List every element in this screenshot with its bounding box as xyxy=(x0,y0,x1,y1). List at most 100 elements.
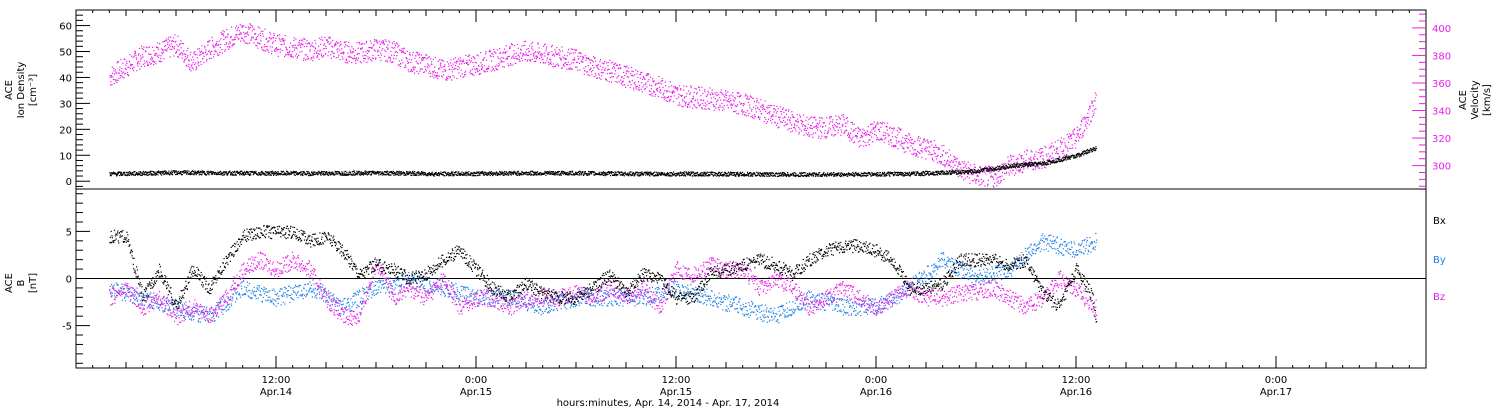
velocity-series-point xyxy=(407,60,409,62)
velocity-series-point xyxy=(992,185,994,187)
velocity-series-point xyxy=(702,102,704,105)
velocity-series-point xyxy=(601,69,603,71)
velocity-series-point xyxy=(440,62,442,64)
ion-density-series-point xyxy=(651,174,653,176)
velocity-series-point xyxy=(726,94,728,96)
ion-density-series-point xyxy=(331,173,333,176)
velocity-series-point xyxy=(437,77,439,80)
ion-density-series-point xyxy=(334,174,336,176)
ion-density-series-point xyxy=(354,174,356,176)
ion-density-series-point xyxy=(613,172,615,174)
velocity-series-point xyxy=(832,119,834,121)
ion-density-series-point xyxy=(442,171,444,174)
velocity-series-point xyxy=(765,110,767,113)
ion-density-series-point xyxy=(178,172,180,174)
velocity-series-point xyxy=(641,82,643,84)
ion-density-series-point xyxy=(688,174,690,176)
velocity-series-point xyxy=(556,63,558,65)
velocity-series-point xyxy=(974,166,976,169)
velocity-series-point xyxy=(186,64,188,66)
ion-density-series-point xyxy=(353,174,355,176)
velocity-series-point xyxy=(663,96,665,99)
velocity-series-point xyxy=(566,55,568,57)
ion-density-series-point xyxy=(627,172,629,174)
ion-density-series-point xyxy=(337,173,339,175)
velocity-series-point xyxy=(796,120,798,122)
velocity-series-point xyxy=(396,55,398,57)
velocity-series-point xyxy=(1038,164,1040,166)
velocity-series-point xyxy=(809,117,811,119)
ion-density-series-point xyxy=(341,174,343,176)
ion-density-series-point xyxy=(604,174,606,176)
ion-density-series-point xyxy=(248,173,250,175)
velocity-series-point xyxy=(738,113,740,115)
ion-density-series-point xyxy=(285,174,287,176)
velocity-series-point xyxy=(312,55,314,57)
velocity-series-point xyxy=(758,108,760,111)
velocity-series-point xyxy=(210,57,212,59)
ion-density-series-point xyxy=(562,172,564,174)
velocity-series-point xyxy=(163,51,165,53)
ion-density-series-point xyxy=(345,170,347,172)
ion-density-series-point xyxy=(455,173,457,176)
velocity-series-point xyxy=(945,152,947,154)
ion-density-series-point xyxy=(653,175,655,177)
velocity-series-point xyxy=(859,137,861,139)
velocity-series-point xyxy=(1040,152,1042,154)
ion-density-series-point xyxy=(716,175,718,177)
velocity-series-point xyxy=(716,101,718,103)
velocity-series-point xyxy=(396,42,398,44)
ion-density-series-point xyxy=(666,173,668,175)
velocity-series-point xyxy=(310,45,312,48)
velocity-series-point xyxy=(624,84,626,86)
velocity-series-point xyxy=(463,76,465,78)
ion-density-series-point xyxy=(620,171,622,173)
velocity-series-point xyxy=(262,33,264,35)
ion-density-series-point xyxy=(641,173,643,175)
velocity-series-point xyxy=(152,60,154,62)
velocity-series-point xyxy=(594,57,596,59)
velocity-series-point xyxy=(638,87,640,89)
velocity-series-point xyxy=(192,62,194,64)
velocity-series-point xyxy=(646,86,648,88)
velocity-series-point xyxy=(1088,116,1090,118)
velocity-series-point xyxy=(803,114,805,116)
velocity-series-point xyxy=(699,105,701,107)
velocity-series-point xyxy=(644,87,646,90)
velocity-series-point xyxy=(733,100,735,102)
velocity-series-point xyxy=(583,67,585,69)
velocity-series-point xyxy=(317,55,319,57)
velocity-series-point xyxy=(805,125,807,128)
ion-density-series-point xyxy=(509,173,511,175)
velocity-series-point xyxy=(199,50,201,52)
velocity-series-point xyxy=(838,116,840,118)
velocity-series-point xyxy=(312,45,314,47)
ion-density-series-point xyxy=(207,173,209,175)
velocity-series-point xyxy=(261,49,263,51)
velocity-series-point xyxy=(868,139,870,141)
velocity-series-point xyxy=(422,59,424,61)
velocity-series-point xyxy=(323,55,325,57)
velocity-series-point xyxy=(304,54,306,56)
velocity-series-point xyxy=(905,134,907,137)
velocity-series-point xyxy=(449,75,451,78)
velocity-series-point xyxy=(448,63,450,65)
velocity-series-point xyxy=(944,166,946,168)
velocity-series-point xyxy=(648,79,650,81)
ion-density-series-point xyxy=(574,174,576,176)
velocity-series-point xyxy=(492,53,494,55)
velocity-series-point xyxy=(367,58,369,60)
velocity-series-point xyxy=(547,61,549,63)
velocity-series-point xyxy=(1000,176,1002,178)
velocity-series-point xyxy=(445,79,447,81)
velocity-series-point xyxy=(426,66,428,68)
velocity-series-point xyxy=(836,126,838,128)
velocity-series-point xyxy=(417,53,419,55)
velocity-series-point xyxy=(270,38,272,40)
velocity-series-point xyxy=(900,129,902,131)
velocity-series-point xyxy=(656,88,658,90)
velocity-series-point xyxy=(947,160,949,162)
velocity-series-point xyxy=(811,116,813,118)
ion-density-series-point xyxy=(151,170,153,172)
